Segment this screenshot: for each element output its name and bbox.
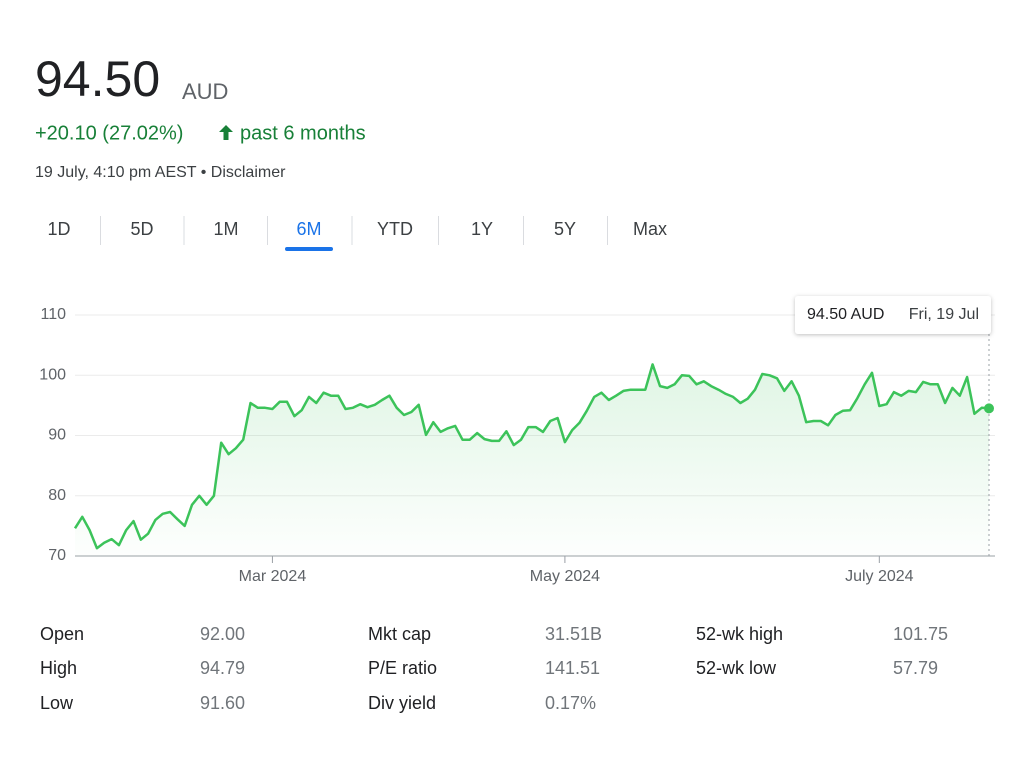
tooltip-value: 94.50 AUD	[807, 306, 884, 323]
y-tick-label: 110	[40, 306, 66, 323]
stat-label: Div yield	[368, 693, 436, 713]
stat-value: 141.51	[545, 658, 600, 678]
active-tab-indicator	[285, 247, 333, 251]
stat-label: Low	[40, 693, 74, 713]
time-range-tab[interactable]: YTD	[377, 219, 413, 239]
area	[75, 364, 989, 556]
time-range-tab[interactable]: 1Y	[471, 219, 493, 239]
stat-label: Mkt cap	[368, 624, 431, 644]
stat-label: 52-wk high	[696, 624, 783, 644]
timestamp: 19 July, 4:10 pm AEST • Disclaimer	[35, 164, 286, 181]
x-tick-label: May 2024	[530, 568, 600, 585]
stat-value: 94.79	[200, 658, 245, 678]
time-range-tab[interactable]: 1M	[213, 219, 238, 239]
time-range-tab[interactable]: 5Y	[554, 219, 576, 239]
stat-label: High	[40, 658, 77, 678]
time-range-tab[interactable]: 5D	[130, 219, 153, 239]
stat-value: 92.00	[200, 624, 245, 644]
change-period: past 6 months	[240, 122, 366, 144]
time-range-tab[interactable]: 6M	[296, 219, 321, 239]
stat-value: 101.75	[893, 624, 948, 644]
y-tick-label: 100	[39, 366, 66, 383]
price: 94.50	[35, 51, 160, 107]
hover-point	[984, 403, 994, 414]
up-arrow-icon	[219, 125, 233, 140]
y-tick-label: 70	[48, 547, 66, 564]
stat-label: 52-wk low	[696, 658, 777, 678]
price-line	[73, 363, 990, 550]
stat-label: P/E ratio	[368, 658, 437, 678]
tooltip-box	[795, 296, 991, 334]
time-range-tab[interactable]: Max	[633, 219, 667, 239]
stat-value: 91.60	[200, 693, 245, 713]
time-range-tab[interactable]: 1D	[47, 219, 70, 239]
stat-label: Open	[40, 624, 84, 644]
x-tick-label: Mar 2024	[239, 568, 307, 585]
currency: AUD	[182, 79, 228, 104]
tooltip-date: Fri, 19 Jul	[909, 306, 979, 323]
x-tick-label: July 2024	[845, 568, 914, 585]
stat-value: 0.17%	[545, 693, 596, 713]
y-tick-label: 90	[48, 427, 66, 444]
change: +20.10 (27.02%)	[35, 122, 183, 144]
stat-value: 31.51B	[545, 624, 602, 644]
stat-value: 57.79	[893, 658, 938, 678]
y-tick-label: 80	[48, 487, 66, 504]
